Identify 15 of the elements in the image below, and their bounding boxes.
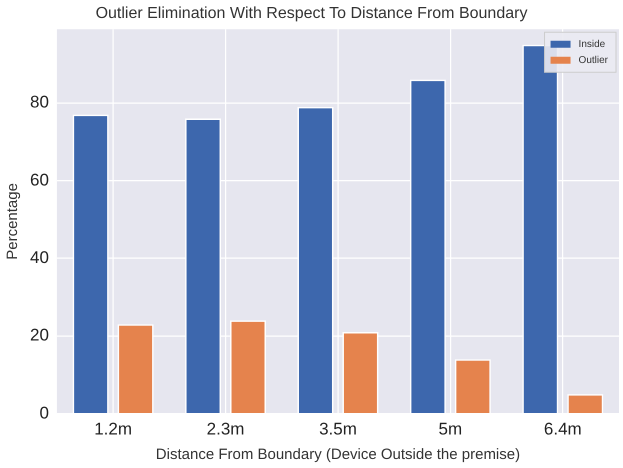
y-tick-label: 80 xyxy=(30,92,49,112)
x-tick-label: 6.4m xyxy=(544,419,582,438)
chart-title: Outlier Elimination With Respect To Distance From Boundary xyxy=(96,5,528,22)
x-axis-title: Distance From Boundary (Device Outside the premise) xyxy=(156,446,520,464)
y-tick-label: 0 xyxy=(39,403,49,422)
x-tick-label: 2.3m xyxy=(206,419,244,438)
x-tick-label: 1.2m xyxy=(94,419,132,438)
legend-label: Outlier xyxy=(578,54,609,66)
y-tick-label: 60 xyxy=(30,170,49,190)
legend-label: Inside xyxy=(578,38,606,50)
x-tick-label: 5m xyxy=(438,419,462,438)
y-tick-label: 20 xyxy=(30,326,49,345)
y-axis-title: Percentage xyxy=(4,183,22,260)
y-tick-label: 40 xyxy=(30,248,49,267)
x-tick-label: 3.5m xyxy=(319,419,357,438)
